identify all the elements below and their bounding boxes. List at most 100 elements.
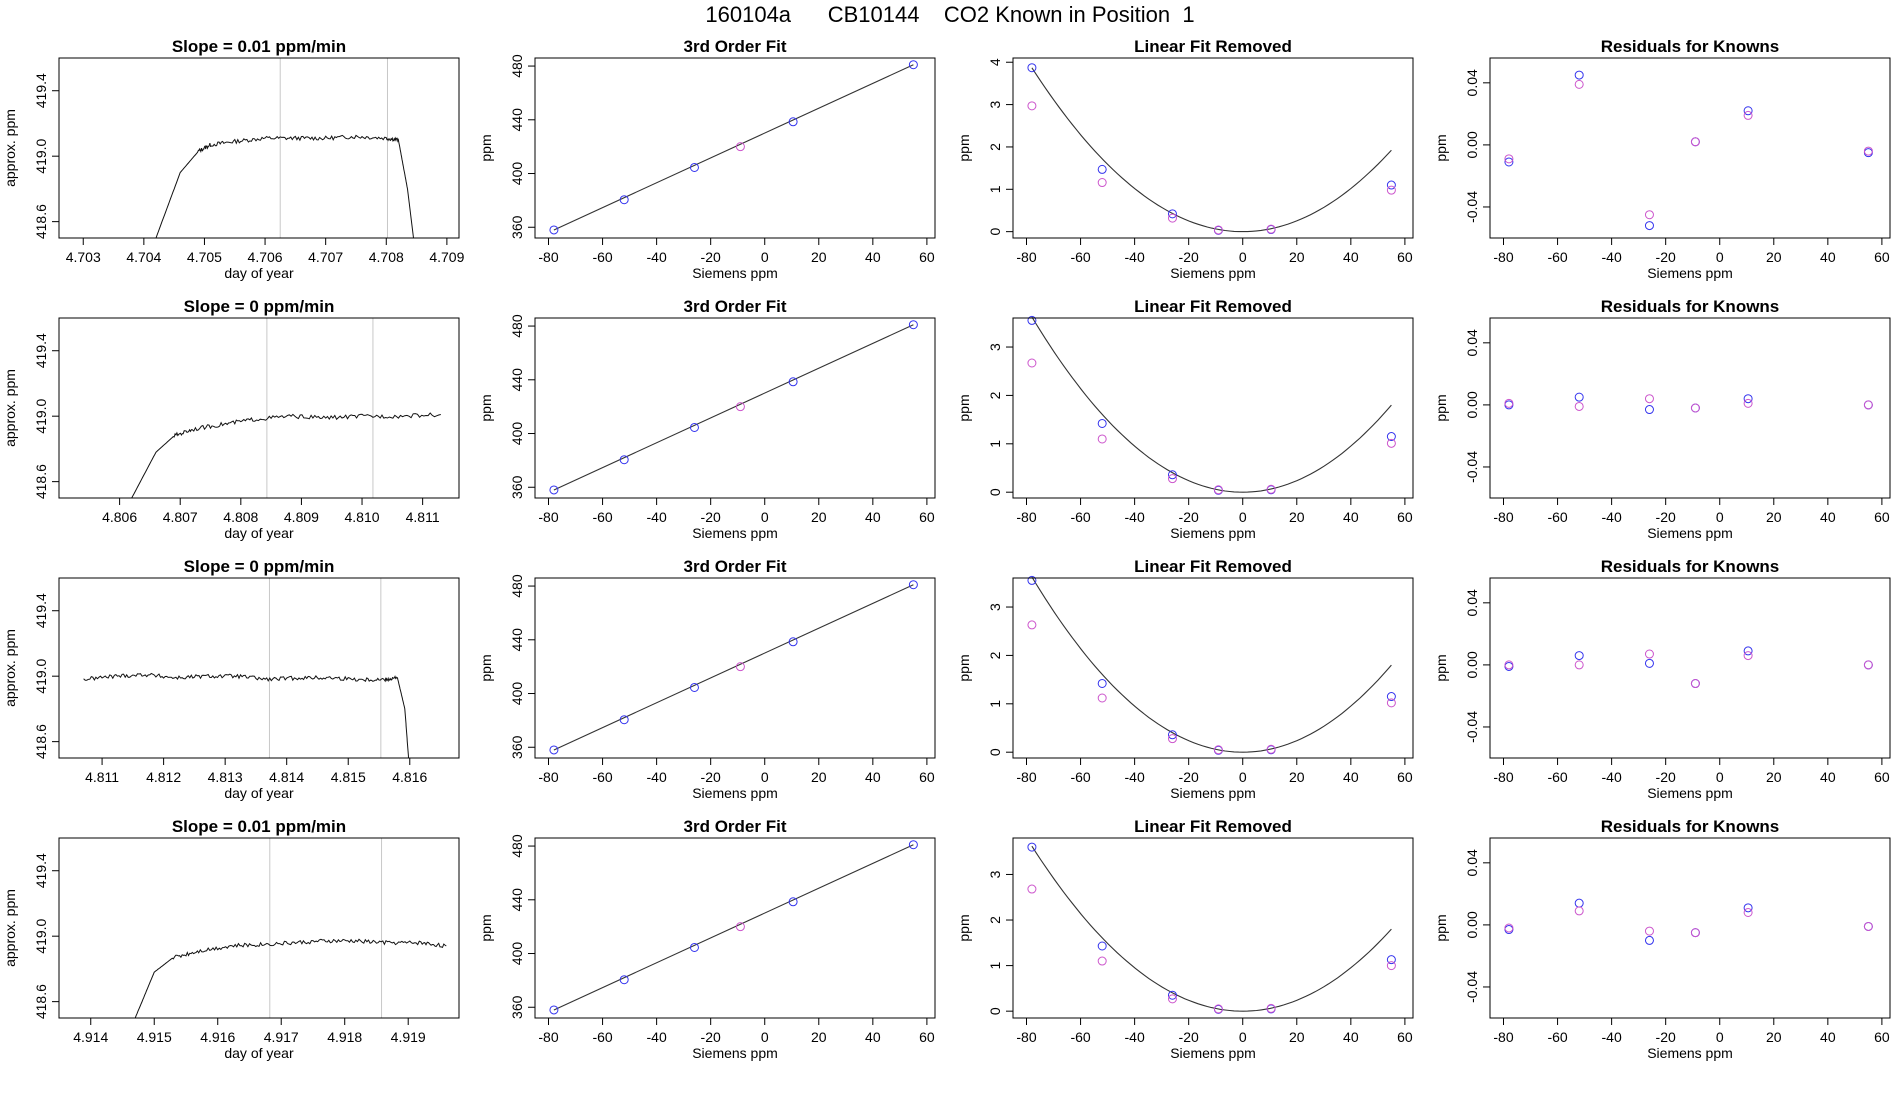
y-tick-label: 400	[509, 162, 525, 186]
data-point	[1386, 185, 1396, 195]
x-tick-label: -60	[1070, 769, 1090, 785]
x-tick-label: 40	[1343, 1029, 1359, 1045]
data-point	[619, 195, 629, 205]
panel-title: Linear Fit Removed	[1134, 37, 1292, 56]
y-tick-label: 419.0	[33, 138, 49, 173]
x-tick-label: 4.709	[429, 249, 464, 265]
x-tick-label: -20	[701, 769, 721, 785]
x-tick-label: 60	[1397, 1029, 1413, 1045]
y-tick-label: 418.6	[33, 464, 49, 499]
x-tick-label: 20	[1766, 249, 1782, 265]
x-tick-label: 20	[1289, 509, 1305, 525]
data-point	[1167, 213, 1177, 223]
y-tick-label: 360	[509, 735, 525, 759]
x-tick-label: 20	[1766, 509, 1782, 525]
y-tick-label: 0.00	[1464, 391, 1480, 418]
x-tick-label: 0	[1239, 509, 1247, 525]
y-tick-label: 480	[509, 314, 525, 338]
x-tick-label: 4.919	[391, 1029, 426, 1045]
x-tick-label: 60	[919, 769, 935, 785]
x-axis-label: Siemens ppm	[1647, 265, 1733, 281]
x-tick-label: 40	[1343, 769, 1359, 785]
data-point	[908, 60, 918, 70]
data-point	[1027, 575, 1037, 585]
panel-title: Slope = 0.01 ppm/min	[172, 37, 346, 56]
panel-4-1: Slope = 0.01 ppm/min 4.914 4.915 4.916 4.917…	[2, 817, 460, 1061]
plot-frame	[58, 577, 460, 759]
data-point	[1644, 658, 1654, 668]
data-point	[689, 422, 699, 432]
data-point	[1027, 63, 1037, 73]
y-tick-label: 1	[987, 185, 1003, 193]
panel-2-2: 3rd Order Fit -80 -60 -40 -20 0 20 40 60 Siemens …	[478, 297, 936, 541]
x-tick-label: 4.705	[187, 249, 222, 265]
data-point	[619, 455, 629, 465]
data-point	[1743, 903, 1753, 913]
x-tick-label: 4.810	[345, 509, 380, 525]
x-tick-label: 20	[1766, 769, 1782, 785]
data-point	[1504, 157, 1514, 167]
data-point	[689, 682, 699, 692]
x-tick-label: -40	[647, 249, 667, 265]
x-tick-label: 0	[1716, 1029, 1724, 1045]
x-tick-label: 4.809	[284, 509, 319, 525]
data-point	[1504, 398, 1514, 408]
x-tick-label: -60	[1547, 249, 1567, 265]
y-tick-label: 0	[987, 488, 1003, 496]
data-point	[1167, 994, 1177, 1004]
x-tick-label: -40	[1602, 509, 1622, 525]
panel-title: Linear Fit Removed	[1134, 817, 1292, 836]
x-axis-label: day of year	[224, 1045, 294, 1061]
x-tick-label: -20	[1179, 509, 1199, 525]
y-tick-label: -0.04	[1464, 711, 1480, 743]
panel-1-2: 3rd Order Fit -80 -60 -40 -20 0 20 40 60 Siemens …	[478, 37, 936, 281]
y-tick-label: 400	[509, 422, 525, 446]
x-tick-label: 60	[919, 1029, 935, 1045]
x-tick-label: 40	[865, 249, 881, 265]
x-tick-label: 40	[865, 1029, 881, 1045]
y-tick-label: 440	[509, 108, 525, 132]
x-tick-label: 4.811	[85, 769, 119, 785]
data-point	[1167, 470, 1177, 480]
x-tick-label: 4.708	[369, 249, 404, 265]
x-tick-label: 4.706	[248, 249, 283, 265]
x-tick-label: 20	[811, 769, 827, 785]
x-tick-label: -80	[1493, 249, 1513, 265]
x-axis-label: Siemens ppm	[1647, 785, 1733, 801]
x-tick-label: 60	[1874, 509, 1890, 525]
plot-frame	[58, 57, 460, 239]
x-tick-label: 0	[761, 509, 769, 525]
data-point	[1743, 907, 1753, 917]
x-tick-label: -60	[592, 769, 612, 785]
y-axis-label: ppm	[956, 654, 972, 681]
x-tick-label: -20	[701, 249, 721, 265]
x-tick-label: -20	[1656, 1029, 1676, 1045]
x-tick-label: 40	[1820, 249, 1836, 265]
x-tick-label: -60	[592, 249, 612, 265]
y-tick-label: 3	[987, 343, 1003, 351]
data-point	[1097, 941, 1107, 951]
x-tick-label: 0	[761, 769, 769, 785]
panel-title: Slope = 0 ppm/min	[184, 557, 335, 576]
plot-frame	[58, 837, 460, 1019]
x-tick-label: -40	[1125, 1029, 1145, 1045]
data-series-line	[134, 938, 447, 1018]
panel-3-4: Residuals for Knowns -80 -60 -40 -20 0 20 40 60 S…	[1433, 557, 1891, 801]
x-tick-label: -80	[1016, 769, 1036, 785]
x-axis-label: Siemens ppm	[1647, 1045, 1733, 1061]
y-tick-label: 419.0	[33, 658, 49, 693]
panel-title: Residuals for Knowns	[1601, 37, 1780, 56]
x-tick-label: 4.704	[126, 249, 161, 265]
y-tick-label: 0.00	[1464, 651, 1480, 678]
x-tick-label: 4.916	[200, 1029, 235, 1045]
x-tick-label: 4.816	[392, 769, 427, 785]
y-tick-label: 419.4	[33, 333, 49, 368]
y-tick-label: 0.00	[1464, 131, 1480, 158]
data-point	[1213, 485, 1223, 495]
data-point	[1386, 955, 1396, 965]
data-point	[908, 840, 918, 850]
data-point	[1266, 224, 1276, 234]
x-tick-label: 40	[1820, 509, 1836, 525]
x-tick-label: -80	[538, 769, 558, 785]
x-tick-label: 60	[1397, 249, 1413, 265]
